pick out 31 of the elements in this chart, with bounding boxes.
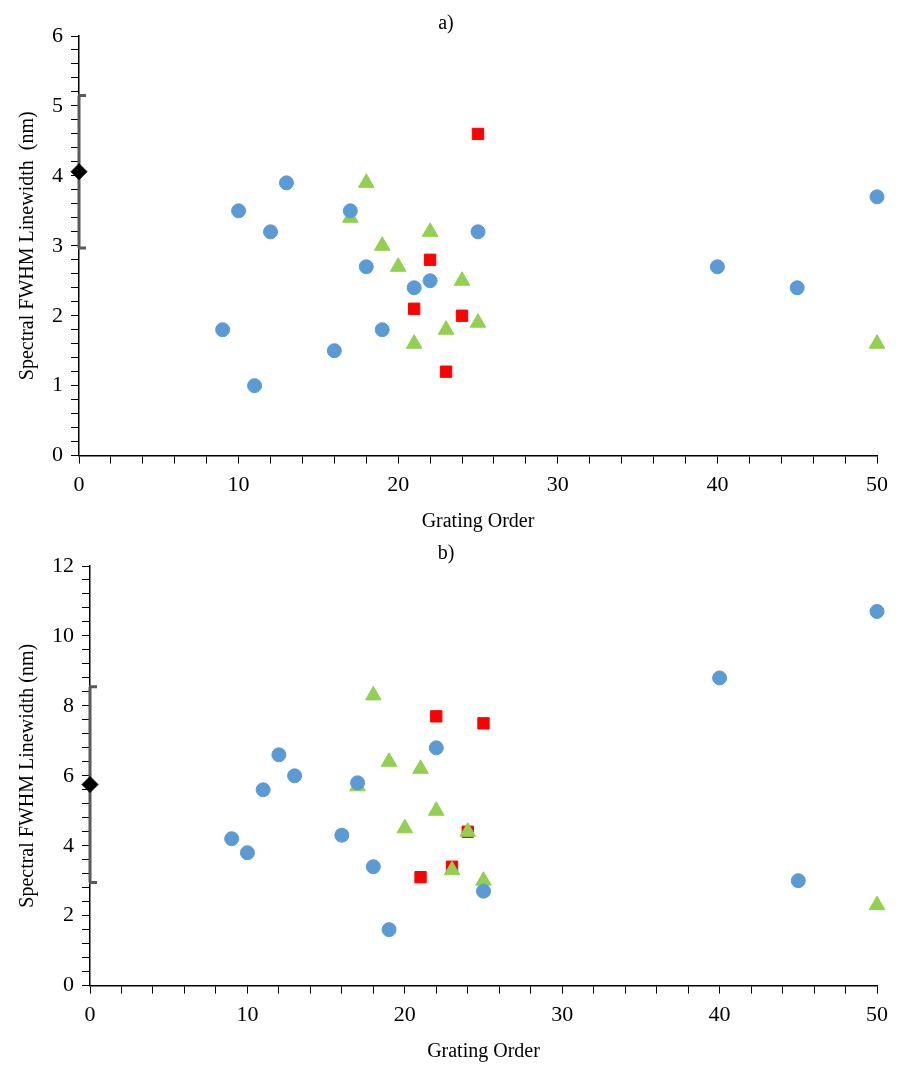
- x-tick-label: 20: [387, 470, 410, 496]
- y-tick-label: 6: [63, 761, 74, 787]
- y-tick-label: 10: [52, 621, 74, 647]
- x-tick-label: 30: [551, 1000, 574, 1026]
- y-axis-title: Spectral FWHM Linewidth (nm): [15, 643, 39, 908]
- x-tick-label: 40: [706, 470, 729, 496]
- y-tick-label: 3: [52, 231, 63, 257]
- y-tick-label: 1: [52, 371, 63, 397]
- x-axis-title: Grating Order: [427, 1039, 541, 1063]
- chart-title: b): [437, 541, 455, 565]
- x-tick-label: 30: [546, 470, 569, 496]
- chart-title: a): [438, 11, 454, 35]
- y-tick-label: 12: [52, 551, 74, 577]
- y-tick-label: 4: [63, 831, 74, 857]
- y-axis-title: Spectral FWHM Linewidth (nm): [15, 111, 39, 381]
- x-tick-label: 10: [227, 470, 250, 496]
- x-tick-label: 50: [866, 470, 888, 496]
- x-tick-label: 50: [866, 1000, 888, 1026]
- x-tick-label: 0: [84, 1000, 96, 1026]
- x-tick-label: 10: [236, 1000, 259, 1026]
- y-tick-label: 4: [52, 161, 63, 187]
- x-tick-label: 40: [708, 1000, 731, 1026]
- y-tick-label: 2: [63, 901, 74, 927]
- y-tick-label: 6: [52, 21, 63, 47]
- y-tick-label: 0: [52, 441, 63, 467]
- y-tick-label: 5: [52, 91, 63, 117]
- y-tick-label: 2: [52, 301, 63, 327]
- x-axis-title: Grating Order: [421, 509, 535, 533]
- x-tick-label: 20: [393, 1000, 416, 1026]
- y-tick-label: 8: [63, 691, 74, 717]
- y-tick-label: 0: [63, 971, 74, 997]
